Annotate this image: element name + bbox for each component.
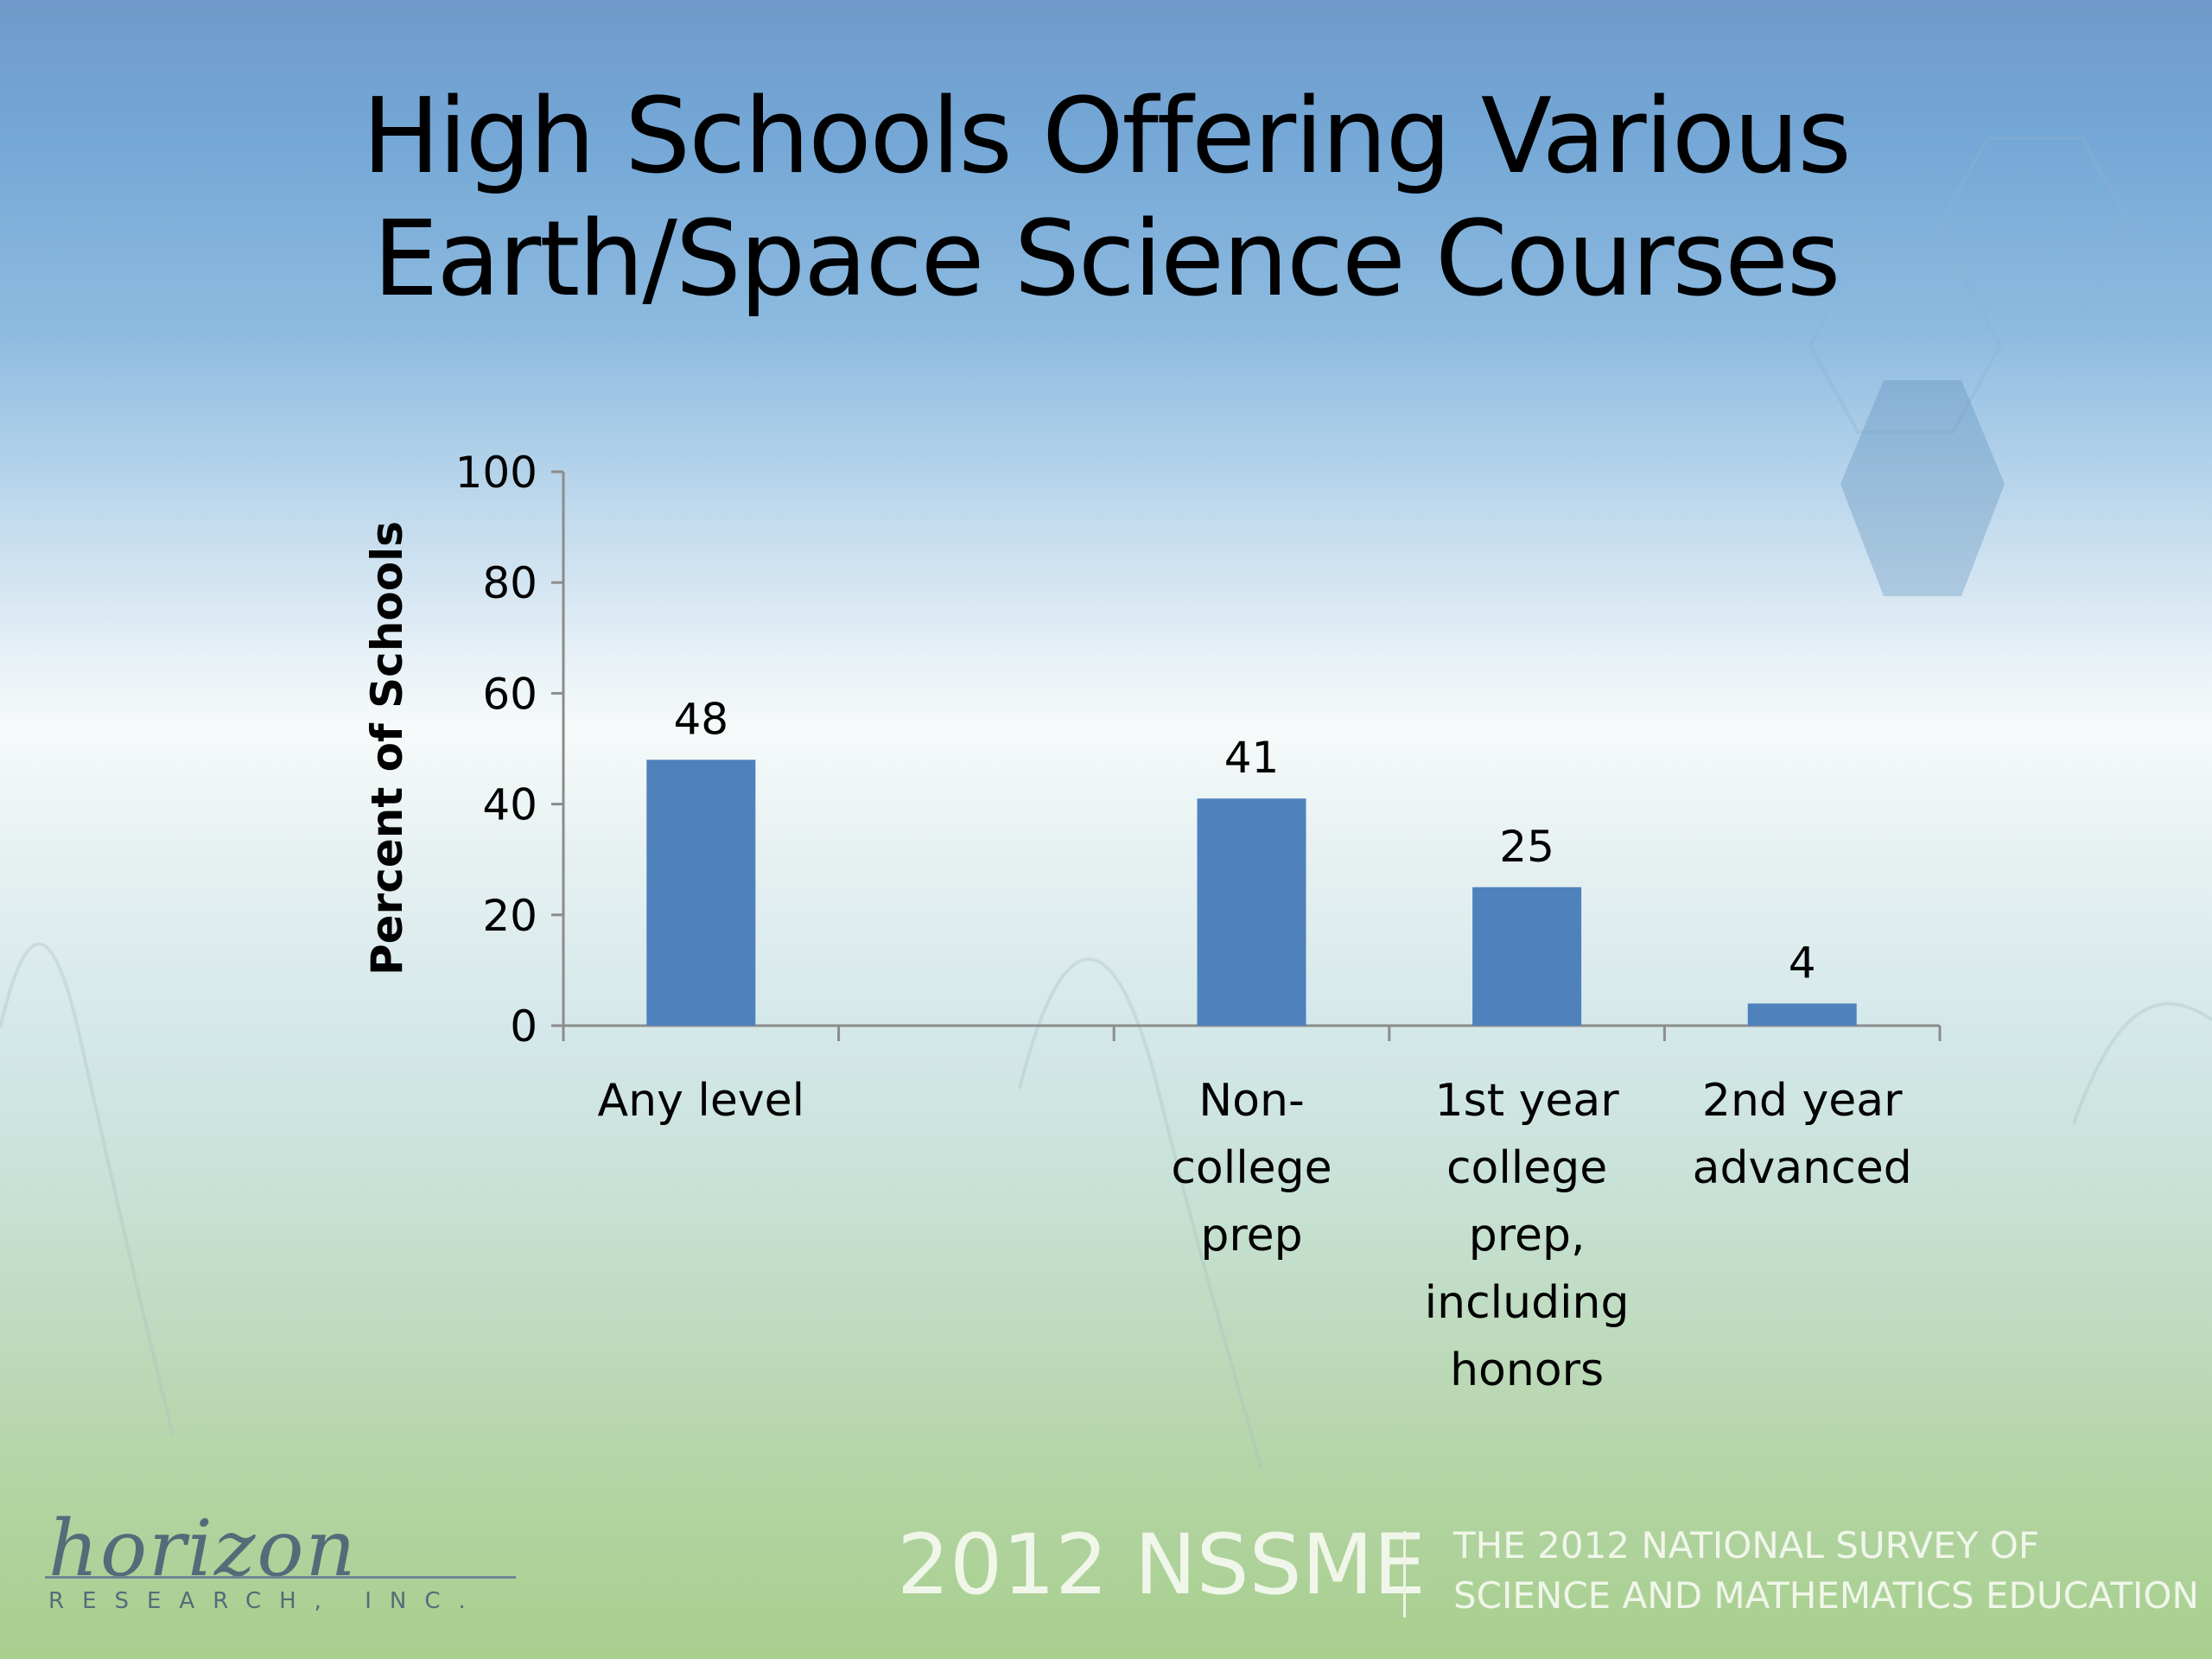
logo-underline: [45, 1576, 516, 1579]
bar: [1197, 798, 1306, 1026]
brand-text: 2012 NSSME: [897, 1516, 1426, 1613]
y-tick-label: 60: [482, 669, 537, 719]
x-category-line: college: [1446, 1142, 1608, 1194]
x-category-line: 1st year: [1434, 1075, 1619, 1127]
x-category-line: Any level: [597, 1075, 805, 1127]
x-category-line: prep: [1200, 1210, 1303, 1262]
survey-line-1: THE 2012 NATIONAL SURVEY OF: [1453, 1524, 2040, 1567]
x-category-line: including: [1424, 1277, 1630, 1329]
horizon-logo: horizon RESEARCH, INC.: [45, 1503, 529, 1624]
data-label: 4: [1789, 938, 1816, 988]
chart-bars: [646, 760, 1857, 1026]
bar: [646, 760, 756, 1026]
x-category-line: Non-college: [1171, 1075, 1332, 1194]
slide-title-line-2: Earth/Space Science Courses: [372, 200, 1841, 320]
x-category-line: advanced: [1692, 1142, 1912, 1194]
logo-subtitle: RESEARCH, INC.: [48, 1588, 484, 1614]
x-category-line: honors: [1450, 1344, 1605, 1396]
logo-script: horizon: [48, 1503, 358, 1594]
y-tick-label: 40: [482, 780, 537, 830]
slide-title-line-1: High Schools Offering Various: [362, 77, 1852, 197]
x-category-label: 1st year college prep, including honors: [1397, 1067, 1656, 1404]
x-category-line: prep,: [1468, 1210, 1586, 1262]
y-tick-label: 20: [482, 891, 537, 941]
y-tick-label: 80: [482, 558, 537, 608]
y-tick-label: 0: [510, 1001, 537, 1052]
bar: [1747, 1003, 1857, 1026]
brand-separator: [1403, 1531, 1406, 1618]
slide-title: High Schools Offering Various Earth/Spac…: [216, 76, 1996, 321]
survey-name: THE 2012 NATIONAL SURVEY OF SCIENCE AND …: [1453, 1521, 2199, 1621]
x-category-label: 2nd year advanced: [1673, 1067, 1932, 1202]
x-category-label: Non-college prep: [1122, 1067, 1382, 1269]
survey-line-2: SCIENCE AND MATHEMATICS EDUCATION: [1453, 1574, 2199, 1617]
data-label: 25: [1499, 822, 1554, 872]
x-category-label: Any level: [571, 1067, 830, 1135]
y-tick-label: 100: [455, 448, 537, 498]
data-label: 41: [1224, 733, 1280, 783]
bar: [1472, 887, 1582, 1026]
chart-labels: 0 20 40 60 80 100 48 41 25 4: [455, 448, 1816, 1052]
data-label: 48: [673, 694, 728, 744]
x-category-line: 2nd year: [1701, 1075, 1903, 1127]
y-axis-title: Percent of Schools: [362, 520, 412, 976]
